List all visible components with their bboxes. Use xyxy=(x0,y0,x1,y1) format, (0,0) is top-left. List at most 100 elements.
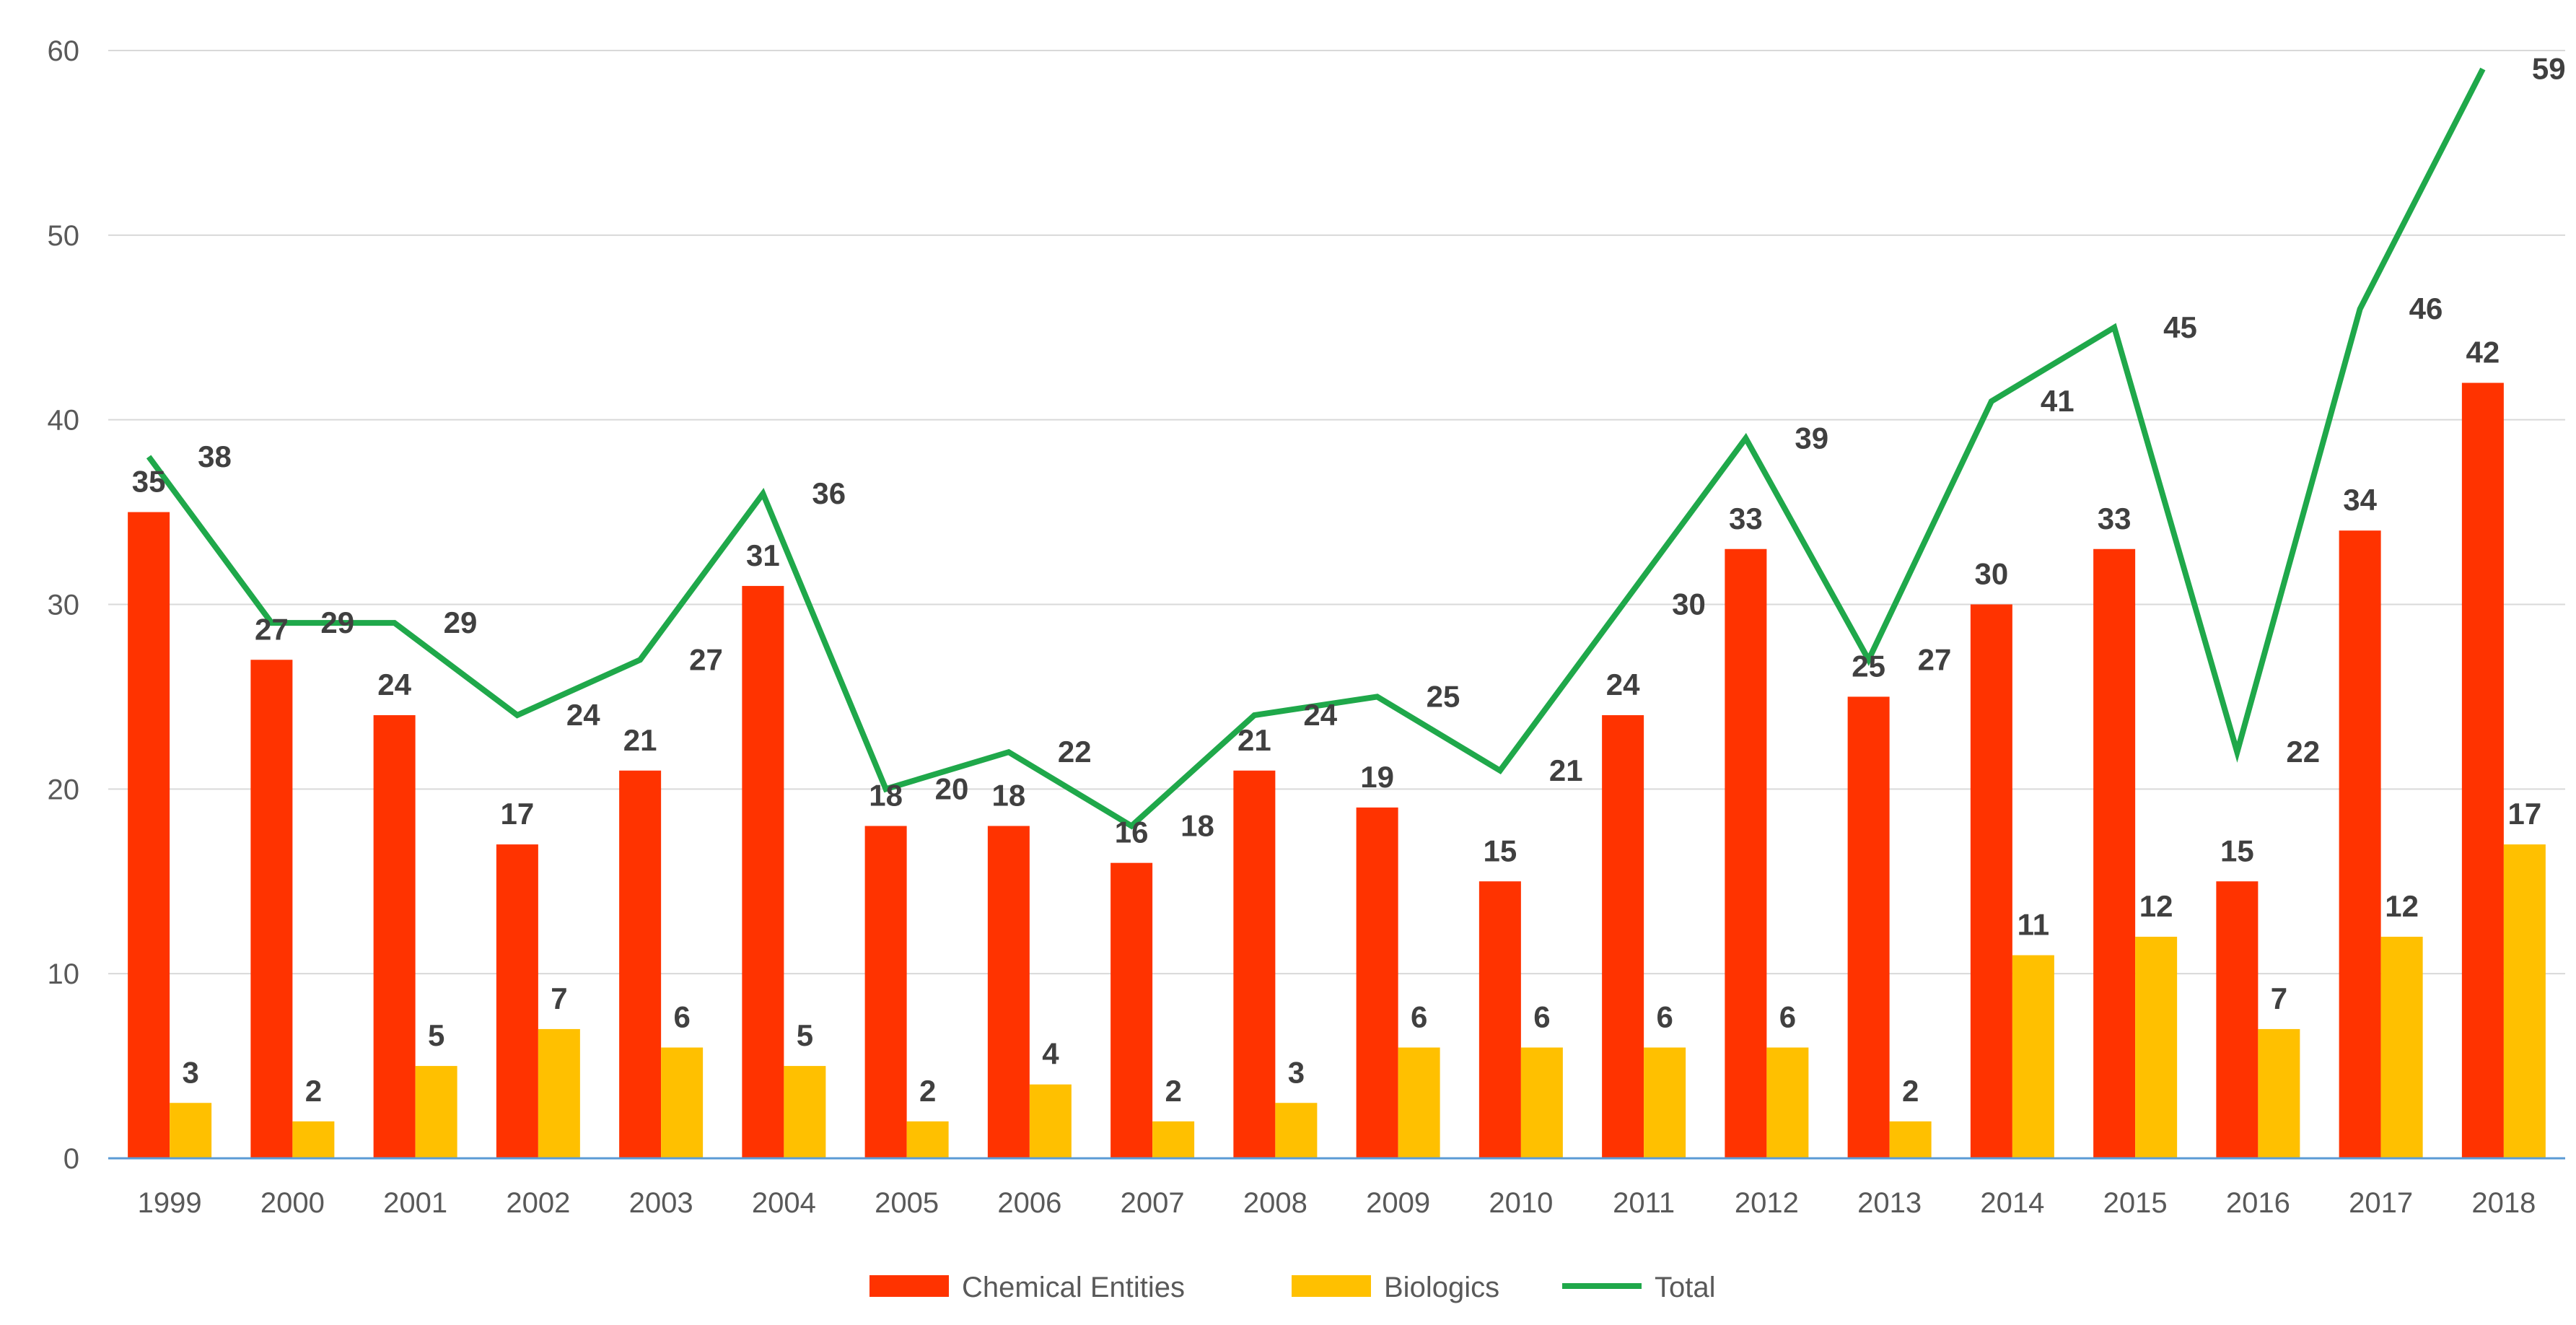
data-label-chemical: 21 xyxy=(1237,723,1271,757)
data-label-chemical: 24 xyxy=(377,668,411,701)
bar-biologics xyxy=(906,1121,949,1158)
data-label-total: 27 xyxy=(689,642,723,676)
bar-chemical-entities xyxy=(1356,807,1398,1158)
data-label-chemical: 16 xyxy=(1115,815,1149,849)
bar-biologics xyxy=(1644,1047,1686,1158)
data-label-chemical: 34 xyxy=(2343,483,2377,517)
x-tick-label: 2000 xyxy=(260,1187,325,1219)
data-label-chemical: 18 xyxy=(992,779,1026,813)
bar-biologics xyxy=(170,1103,212,1158)
bar-biologics xyxy=(538,1028,580,1158)
legend-label-biologics: Biologics xyxy=(1384,1272,1499,1303)
data-label-biologics: 6 xyxy=(673,1000,690,1034)
data-label-total: 29 xyxy=(320,605,354,639)
bar-biologics xyxy=(2503,844,2546,1158)
bar-biologics xyxy=(1889,1121,1932,1158)
bars xyxy=(128,382,2546,1158)
x-tick-label: 2006 xyxy=(997,1187,1061,1219)
bar-biologics xyxy=(661,1047,704,1158)
x-tick-label: 2009 xyxy=(1366,1187,1430,1219)
data-label-biologics: 7 xyxy=(551,981,567,1015)
bar-biologics xyxy=(2258,1028,2300,1158)
x-tick-label: 2001 xyxy=(383,1187,447,1219)
data-label-total: 59 xyxy=(2532,52,2566,86)
bar-chemical-entities xyxy=(1847,696,1890,1158)
x-tick-label: 2004 xyxy=(752,1187,816,1219)
data-label-chemical: 31 xyxy=(746,538,780,572)
bar-biologics xyxy=(415,1066,457,1158)
data-label-chemical: 33 xyxy=(2098,502,2132,535)
legend-swatch-chemical-entities xyxy=(869,1275,949,1297)
data-label-biologics: 2 xyxy=(1165,1074,1181,1108)
bar-chemical-entities xyxy=(2093,548,2136,1158)
bar-chemical-entities xyxy=(1233,770,1276,1158)
bar-biologics xyxy=(1398,1047,1440,1158)
data-label-chemical: 35 xyxy=(132,465,166,499)
data-label-total: 22 xyxy=(1058,735,1092,769)
y-tick-label: 60 xyxy=(48,35,80,67)
x-tick-label: 2012 xyxy=(1735,1187,1799,1219)
y-tick-label: 40 xyxy=(48,405,80,437)
x-tick-label: 2013 xyxy=(1857,1187,1922,1219)
data-label-chemical: 15 xyxy=(1484,834,1517,867)
data-label-chemical: 24 xyxy=(1606,668,1640,701)
data-label-total: 21 xyxy=(1549,753,1583,787)
total-line xyxy=(146,67,2486,830)
x-tick-label: 2003 xyxy=(629,1187,693,1219)
data-label-biologics: 6 xyxy=(1411,1000,1427,1034)
data-label-total: 30 xyxy=(1672,587,1706,621)
x-tick-label: 2007 xyxy=(1121,1187,1185,1219)
data-label-biologics: 7 xyxy=(2271,981,2287,1015)
gridlines xyxy=(108,50,2565,975)
bar-chemical-entities xyxy=(2339,530,2381,1158)
bar-chemical-entities xyxy=(1478,881,1521,1158)
y-axis-ticks: 0 10 20 30 40 50 60 xyxy=(48,35,80,1175)
y-tick-label: 10 xyxy=(48,958,80,990)
data-label-biologics: 4 xyxy=(1042,1037,1059,1071)
data-label-total: 38 xyxy=(198,440,232,473)
data-label-total: 22 xyxy=(2286,735,2320,769)
bar-chemical-entities xyxy=(2216,881,2259,1158)
x-tick-label: 2016 xyxy=(2226,1187,2290,1219)
bar-biologics xyxy=(1766,1047,1809,1158)
data-label-total: 18 xyxy=(1180,809,1214,843)
data-label-biologics: 11 xyxy=(2018,908,2049,942)
data-label-total: 39 xyxy=(1795,421,1828,455)
bar-biologics xyxy=(2012,955,2054,1158)
data-label-biologics: 6 xyxy=(1656,1000,1673,1034)
x-tick-label: 2017 xyxy=(2349,1187,2413,1219)
data-label-biologics: 3 xyxy=(182,1055,198,1089)
data-label-biologics: 6 xyxy=(1533,1000,1550,1034)
bar-chemical-entities xyxy=(1725,548,1767,1158)
x-tick-label: 2018 xyxy=(2471,1187,2536,1219)
x-tick-label: 2015 xyxy=(2103,1187,2168,1219)
x-axis: 1999 2000 2001 2002 2003 2004 2005 2006 2007 2008… xyxy=(108,1157,2565,1219)
bar-chemical-entities xyxy=(2461,382,2504,1158)
x-tick-label: 2014 xyxy=(1980,1187,2044,1219)
y-tick-label: 0 xyxy=(63,1143,79,1175)
data-label-biologics: 17 xyxy=(2508,797,2542,831)
line-total xyxy=(146,67,2486,830)
bar-chemical-entities xyxy=(864,826,907,1158)
bar-chemical-entities xyxy=(987,826,1030,1158)
bar-biologics xyxy=(2135,937,2178,1158)
legend-label-chemical-entities: Chemical Entities xyxy=(962,1272,1185,1303)
data-label-total: 24 xyxy=(1303,698,1337,732)
x-tick-label: 2011 xyxy=(1613,1187,1675,1219)
x-tick-label: 2008 xyxy=(1243,1187,1307,1219)
x-tick-label: 1999 xyxy=(138,1187,202,1219)
bar-chemical-entities xyxy=(619,770,662,1158)
bar-biologics xyxy=(292,1121,335,1158)
legend: Chemical Entities Biologics Total xyxy=(869,1272,1716,1303)
bar-biologics xyxy=(784,1066,826,1158)
data-label-total: 27 xyxy=(1918,642,1952,676)
bar-chemical-entities xyxy=(1970,604,2012,1158)
data-label-chemical: 17 xyxy=(501,797,535,831)
data-label-biologics: 3 xyxy=(1288,1055,1305,1089)
data-label-chemical: 15 xyxy=(2220,834,2254,867)
data-label-chemical: 21 xyxy=(623,723,657,757)
x-tick-label: 2002 xyxy=(506,1187,570,1219)
bar-biologics xyxy=(1029,1084,1072,1158)
data-label-biologics: 2 xyxy=(919,1074,936,1108)
